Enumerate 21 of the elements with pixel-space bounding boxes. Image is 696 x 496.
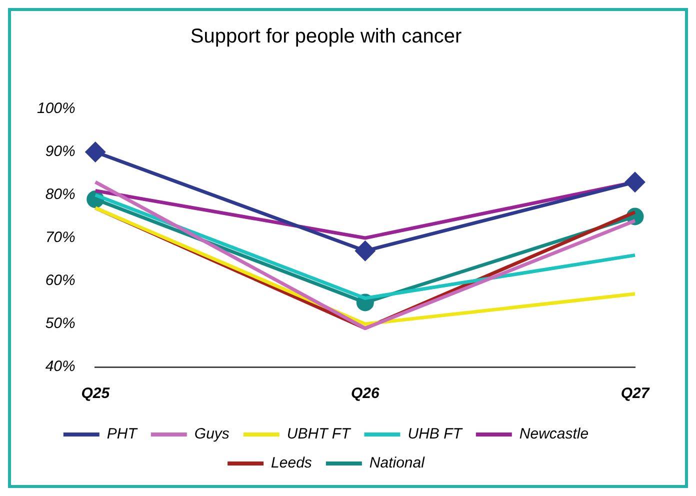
legend-label: Newcastle: [519, 426, 589, 443]
legend-label: UBHT FT: [286, 426, 352, 443]
legend-label: Guys: [194, 426, 230, 443]
point: [355, 241, 375, 261]
legend-label: Leeds: [271, 454, 312, 472]
point: [625, 172, 645, 192]
y-tick-label: 40%: [45, 358, 76, 376]
y-tick-label: 80%: [45, 186, 76, 204]
y-tick-label: 60%: [45, 272, 76, 290]
point: [86, 142, 106, 162]
chart-title: Support for people with cancer: [190, 26, 462, 48]
x-tick-label: Q27: [620, 385, 650, 402]
legend-label: PHT: [106, 426, 139, 443]
x-tick-label: Q25: [81, 385, 110, 402]
y-tick-label: 50%: [45, 315, 76, 332]
y-tick-label: 100%: [36, 100, 76, 118]
y-tick-label: 90%: [45, 143, 76, 160]
legend-label: UHB FT: [408, 426, 464, 443]
legend-label: National: [369, 454, 426, 472]
x-tick-label: Q26: [351, 385, 380, 402]
y-tick-label: 70%: [45, 229, 76, 246]
